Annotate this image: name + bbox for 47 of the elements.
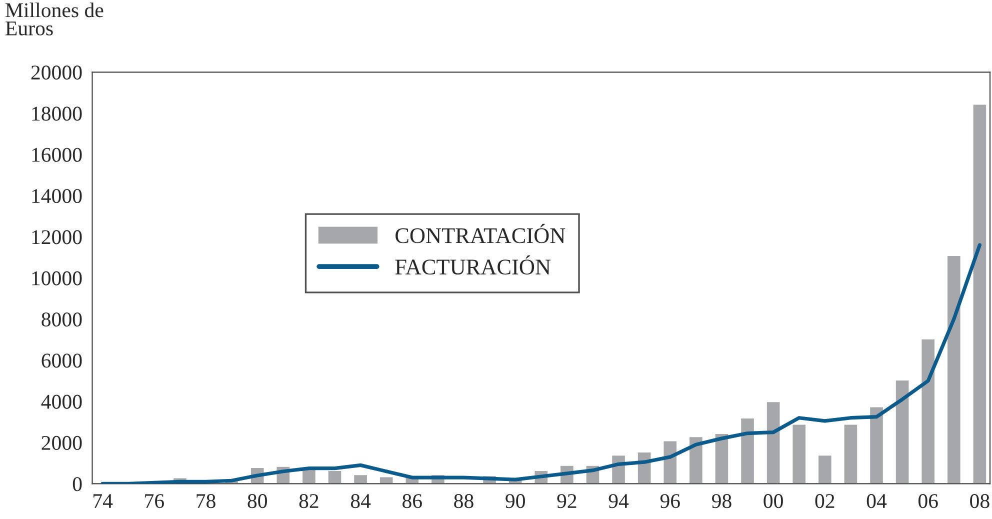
bar [326, 470, 343, 484]
y-tick-label: 6000 [42, 354, 82, 368]
bar [688, 436, 704, 484]
x-tick-label: 00 [764, 494, 783, 508]
x-tick-label: 80 [248, 494, 267, 508]
bar [972, 103, 988, 484]
x-tick-label: 94 [608, 494, 629, 508]
legend-label: CONTRATACIÓN [396, 224, 566, 244]
y-tick-label: 4000 [41, 394, 82, 409]
bar [740, 417, 756, 484]
x-tick-label: 92 [557, 494, 576, 508]
bar [714, 432, 730, 484]
x-tick-label: 84 [350, 494, 371, 508]
x-tick-label: 86 [402, 494, 422, 508]
x-tick-label: 04 [866, 494, 887, 508]
line-series [100, 243, 982, 484]
x-tick-label: 78 [196, 494, 216, 508]
y-tick-label: 12000 [32, 230, 82, 244]
x-tick-label: 82 [299, 494, 318, 508]
y-tick-label: 0 [72, 477, 82, 492]
x-tick-label: 06 [918, 494, 938, 508]
bar [352, 474, 368, 484]
x-tick-label: 90 [506, 494, 525, 508]
bar [817, 454, 833, 484]
bar [946, 254, 962, 484]
bar [791, 423, 807, 484]
x-tick-label: 02 [815, 494, 834, 508]
x-tick-label: 74 [94, 494, 113, 508]
bar [842, 423, 858, 484]
y-tick-label: 8000 [42, 312, 82, 327]
x-tick-label: 88 [454, 494, 474, 508]
x-tick-label: 98 [712, 494, 732, 508]
legend-label: FACTURACIÓN [395, 255, 551, 275]
y-tick-label: 18000 [32, 106, 82, 121]
y-tick-label: 2000 [42, 436, 82, 450]
y-tick-label: 10000 [32, 271, 82, 286]
bar [868, 406, 884, 484]
bar [894, 379, 910, 484]
x-tick-label: 96 [660, 494, 680, 508]
x-tick-label: 76 [145, 494, 164, 508]
y-tick-label: 16000 [32, 148, 82, 162]
bar [766, 400, 782, 484]
y-tick-label: 14000 [32, 188, 82, 204]
bar [920, 338, 936, 484]
y-tick-label: 20000 [31, 66, 82, 80]
x-tick-label: 08 [970, 494, 990, 508]
y-axis-title: Millones de Euros [6, 2, 104, 36]
